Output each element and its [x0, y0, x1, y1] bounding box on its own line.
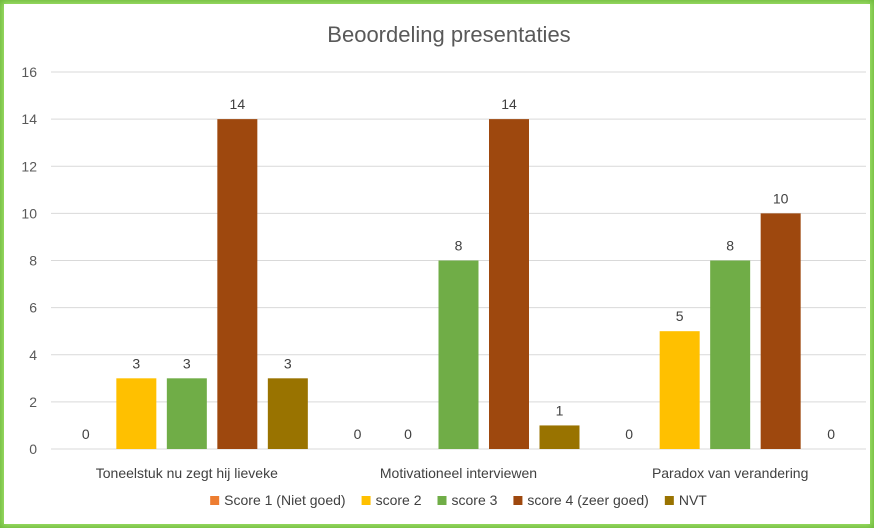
bar	[438, 260, 479, 449]
data-label: 0	[827, 426, 835, 442]
y-tick-label: 4	[29, 347, 37, 363]
y-tick-label: 10	[21, 205, 37, 221]
bar	[217, 119, 258, 449]
legend-label: NVT	[679, 492, 707, 508]
bar	[489, 119, 529, 449]
data-label: 0	[404, 426, 412, 442]
x-category-label: Paradox van verandering	[652, 465, 808, 481]
bar	[760, 213, 801, 449]
data-label: 14	[230, 96, 246, 112]
legend-swatch	[437, 496, 447, 505]
bar	[659, 331, 700, 449]
data-label: 3	[183, 355, 191, 371]
data-label: 0	[625, 426, 633, 442]
y-tick-label: 16	[21, 64, 37, 80]
bar	[710, 260, 751, 449]
legend-label: score 3	[452, 492, 498, 508]
legend-swatch	[513, 496, 523, 505]
legend-label: score 2	[376, 492, 422, 508]
y-tick-label: 6	[29, 300, 37, 316]
chart-frame: Beoordeling presentaties 0 2 4 6 8 10 12 14 16 0…	[4, 4, 870, 524]
data-label: 8	[455, 238, 463, 254]
legend-label: Score 1 (Niet goed)	[224, 492, 345, 508]
y-tick-label: 14	[21, 111, 37, 127]
bar	[267, 378, 308, 449]
x-category-label: Toneelstuk nu zegt hij lieveke	[96, 465, 278, 481]
data-label: 10	[773, 190, 789, 206]
y-tick-label: 8	[29, 253, 37, 269]
data-label: 8	[726, 238, 734, 254]
x-category-label: Motivationeel interviewen	[380, 465, 537, 481]
bar	[539, 425, 580, 449]
data-label: 14	[501, 96, 517, 112]
data-label: 5	[676, 308, 684, 324]
legend-swatch	[664, 496, 674, 505]
chart-title: Beoordeling presentaties	[327, 22, 570, 47]
y-tick-label: 2	[29, 394, 37, 410]
data-label: 0	[82, 426, 90, 442]
data-label: 3	[132, 355, 140, 371]
legend-label: score 4 (zeer goed)	[527, 492, 648, 508]
bar	[166, 378, 207, 449]
data-label: 1	[556, 402, 564, 418]
bar	[116, 378, 157, 449]
data-label: 3	[284, 355, 292, 371]
legend-swatch	[361, 496, 371, 505]
legend-swatch	[210, 496, 220, 505]
y-tick-label: 12	[21, 158, 37, 174]
data-label: 0	[354, 426, 362, 442]
y-tick-label: 0	[29, 441, 37, 457]
